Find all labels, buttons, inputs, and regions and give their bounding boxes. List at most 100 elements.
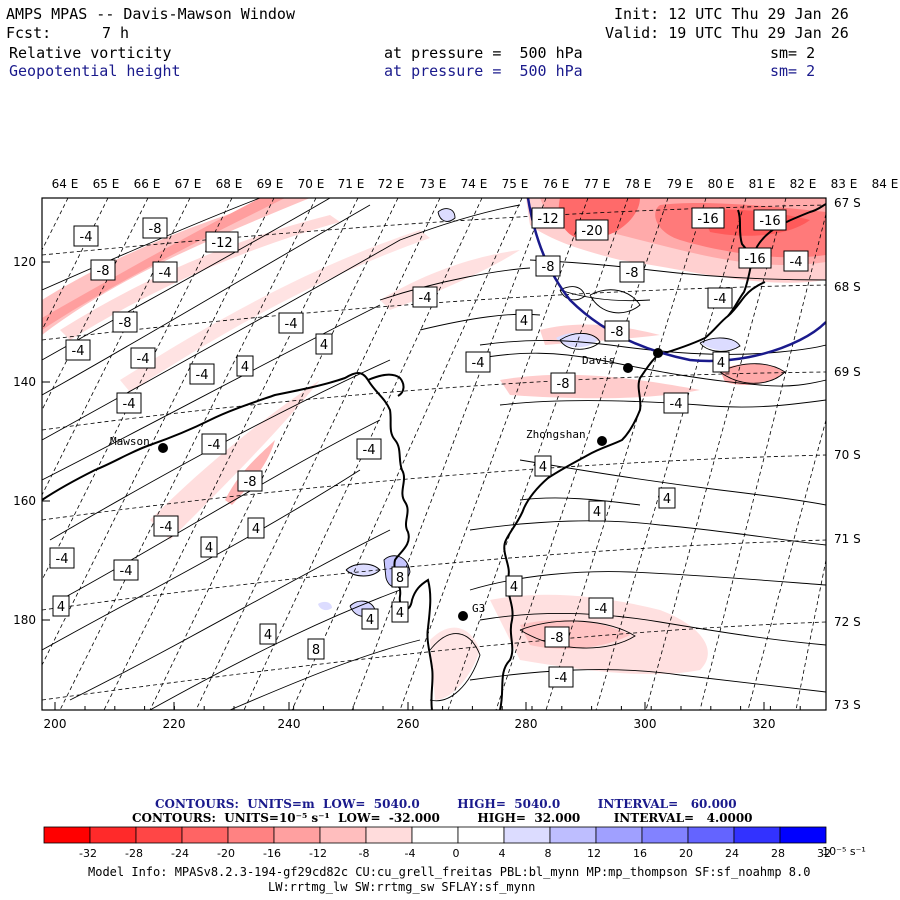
svg-text:-4: -4	[790, 255, 803, 270]
colorbar-swatch	[365, 826, 413, 844]
lon-label: 80 E	[708, 177, 735, 191]
y-tick-label: 180	[13, 613, 36, 627]
contour-label: -4	[153, 515, 179, 537]
vorticity-contours	[42, 198, 826, 710]
contour-label: 4	[588, 500, 606, 522]
colorbar-swatch	[411, 826, 459, 844]
contour-label: 4	[361, 608, 379, 630]
contour-label: -4	[412, 286, 438, 308]
lon-label: 69 E	[257, 177, 284, 191]
svg-text:-8: -8	[551, 631, 564, 646]
svg-text:4: 4	[510, 580, 518, 595]
lon-label: 78 E	[625, 177, 652, 191]
colorbar-tick-label: 12	[587, 847, 601, 860]
coastline	[42, 203, 826, 710]
svg-text:-8: -8	[542, 260, 555, 275]
contour-label: -8	[604, 320, 630, 342]
svg-text:-4: -4	[363, 443, 376, 458]
svg-text:-4: -4	[80, 230, 93, 245]
svg-text:8: 8	[312, 643, 320, 658]
lon-label: 76 E	[543, 177, 570, 191]
colorbar-swatch	[595, 826, 643, 844]
lon-label: 67 E	[175, 177, 202, 191]
svg-text:-8: -8	[119, 316, 132, 331]
colorbar-tick-label: -28	[125, 847, 143, 860]
lon-label: 68 E	[216, 177, 243, 191]
contour-label: -4	[707, 287, 733, 309]
y-tick-label: 120	[13, 255, 36, 269]
svg-text:4: 4	[717, 356, 725, 371]
svg-text:-4: -4	[160, 520, 173, 535]
x-tick-label: 260	[397, 717, 420, 731]
map-title: AMPS MPAS -- Davis-Mawson Window	[6, 5, 295, 23]
valid-time: Valid: 19 UTC Thu 29 Jan 26	[605, 24, 849, 42]
lon-label: 77 E	[584, 177, 611, 191]
contour-label: 4	[247, 517, 265, 539]
contour-label: -16	[738, 247, 772, 269]
svg-text:4: 4	[241, 360, 249, 375]
contour-label: -4	[73, 225, 99, 247]
contour-label: -20	[575, 219, 609, 241]
contour-label: 4	[52, 595, 70, 617]
contour-label: -8	[544, 626, 570, 648]
forecast-hour: 7 h	[102, 24, 130, 42]
model-info-line1: Model Info: MPASv8.2.3-194-gf29cd82c CU:…	[88, 865, 811, 879]
contour-label: -4	[278, 312, 304, 334]
colorbar-swatch	[273, 826, 321, 844]
colorbar-tick-label: 20	[679, 847, 693, 860]
svg-text:4: 4	[396, 606, 404, 621]
colorbar-tick-label: 16	[633, 847, 647, 860]
station-label-g3: G3	[472, 602, 485, 615]
axis-ticks: 200 220 240 260 280 300 320 120 140 160 180	[13, 255, 801, 731]
contour-label: -12	[531, 207, 565, 229]
station-label-mawson: Mawson	[110, 435, 150, 448]
contour-label: -4	[201, 433, 227, 455]
colorbar-tick-label: 0	[453, 847, 460, 860]
contour-label: -4	[465, 351, 491, 373]
colorbar-swatch	[227, 826, 275, 844]
lat-label: 67 S	[834, 196, 861, 210]
field-1-smoothing: sm= 2	[770, 44, 816, 62]
colorbar-swatch	[319, 826, 367, 844]
station-markers	[158, 348, 663, 621]
lat-label: 70 S	[834, 448, 861, 462]
lat-label: 73 S	[834, 698, 861, 712]
y-tick-label: 140	[13, 375, 36, 389]
colorbar-tick-label: -4	[405, 847, 416, 860]
lon-label: 83 E	[831, 177, 858, 191]
plot-frame	[41, 197, 827, 711]
contour-label: 4	[515, 309, 533, 331]
colorbar-tick-label: -32	[79, 847, 97, 860]
x-tick-label: 300	[634, 717, 657, 731]
contour-label: -4	[189, 363, 215, 385]
contour-label: -8	[142, 217, 168, 239]
svg-text:-4: -4	[419, 291, 432, 306]
colorbar-tick-label: -8	[359, 847, 370, 860]
station-dot-progress	[653, 348, 663, 358]
svg-text:-4: -4	[714, 292, 727, 307]
svg-text:-4: -4	[72, 344, 85, 359]
height-contour-info: CONTOURS: UNITS=m LOW= 5040.0 HIGH= 5040…	[155, 797, 737, 811]
colorbar-unit: 10⁻⁵ s⁻¹	[822, 845, 866, 858]
lon-label: 66 E	[134, 177, 161, 191]
colorbar-swatch	[181, 826, 229, 844]
svg-text:8: 8	[396, 571, 404, 586]
contour-labels: -4 -8 -12 -8 -4 -8 -4 -4 -4 4 -4 4 -4 -4 -4 -8 -4 4 4 -4 -4 4…	[49, 207, 809, 688]
contour-label: -8	[550, 372, 576, 394]
contour-label: -4	[663, 392, 689, 414]
field-1-name: Relative vorticity	[9, 44, 172, 62]
parallel-lines	[42, 204, 826, 701]
x-tick-label: 240	[278, 717, 301, 731]
contour-label: -4	[783, 250, 809, 272]
contour-label: -8	[90, 259, 116, 281]
station-label-davis: Davis	[582, 354, 615, 367]
lon-label: 74 E	[461, 177, 488, 191]
lat-label: 69 S	[834, 365, 861, 379]
contour-label: 4	[200, 536, 218, 558]
lon-label: 75 E	[502, 177, 529, 191]
contour-label: 8	[391, 566, 409, 588]
x-tick-label: 320	[753, 717, 776, 731]
lon-label: 81 E	[749, 177, 776, 191]
svg-text:-4: -4	[208, 438, 221, 453]
x-tick-label: 220	[163, 717, 186, 731]
